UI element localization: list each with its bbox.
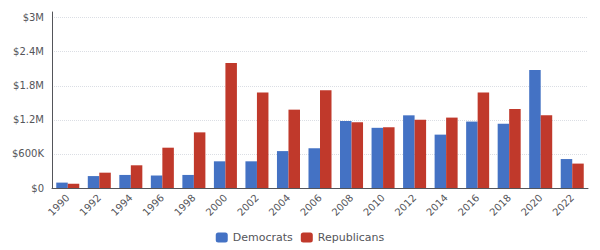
svg-text:1994: 1994 <box>109 192 135 218</box>
svg-text:2010: 2010 <box>361 192 387 218</box>
svg-text:2018: 2018 <box>487 192 513 218</box>
svg-text:2016: 2016 <box>456 192 482 218</box>
svg-text:$600K: $600K <box>12 148 44 159</box>
svg-text:2004: 2004 <box>267 192 293 218</box>
svg-text:2020: 2020 <box>519 192 545 218</box>
svg-text:$2.4M: $2.4M <box>13 46 44 57</box>
svg-text:2006: 2006 <box>298 192 324 218</box>
svg-text:1996: 1996 <box>140 192 166 218</box>
svg-text:1990: 1990 <box>46 192 72 218</box>
svg-text:2012: 2012 <box>393 192 419 218</box>
svg-text:Republicans: Republicans <box>318 231 385 244</box>
svg-text:$1.8M: $1.8M <box>13 80 44 91</box>
svg-text:2000: 2000 <box>204 192 230 218</box>
svg-text:2014: 2014 <box>424 192 450 218</box>
svg-text:1992: 1992 <box>77 192 103 218</box>
svg-text:$1.2M: $1.2M <box>13 114 44 125</box>
svg-text:2022: 2022 <box>550 192 576 218</box>
svg-text:2002: 2002 <box>235 192 261 218</box>
svg-text:2008: 2008 <box>330 192 356 218</box>
svg-text:1998: 1998 <box>172 192 198 218</box>
svg-text:$0: $0 <box>31 183 44 194</box>
svg-text:$3M: $3M <box>23 12 44 23</box>
svg-text:Democrats: Democrats <box>233 231 293 244</box>
